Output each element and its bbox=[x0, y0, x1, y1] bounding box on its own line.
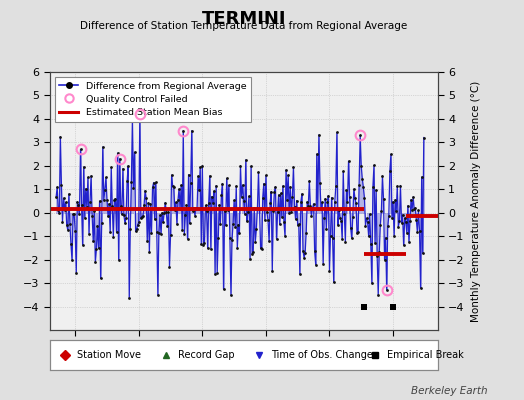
Text: TERMINI: TERMINI bbox=[201, 10, 286, 28]
Text: Station Move: Station Move bbox=[77, 350, 141, 360]
Y-axis label: Monthly Temperature Anomaly Difference (°C): Monthly Temperature Anomaly Difference (… bbox=[472, 80, 482, 322]
Text: Time of Obs. Change: Time of Obs. Change bbox=[271, 350, 373, 360]
Legend: Difference from Regional Average, Quality Control Failed, Estimated Station Mean: Difference from Regional Average, Qualit… bbox=[54, 77, 251, 122]
Text: Berkeley Earth: Berkeley Earth bbox=[411, 386, 487, 396]
Text: Difference of Station Temperature Data from Regional Average: Difference of Station Temperature Data f… bbox=[80, 21, 407, 31]
Text: Record Gap: Record Gap bbox=[178, 350, 234, 360]
Text: Empirical Break: Empirical Break bbox=[387, 350, 464, 360]
